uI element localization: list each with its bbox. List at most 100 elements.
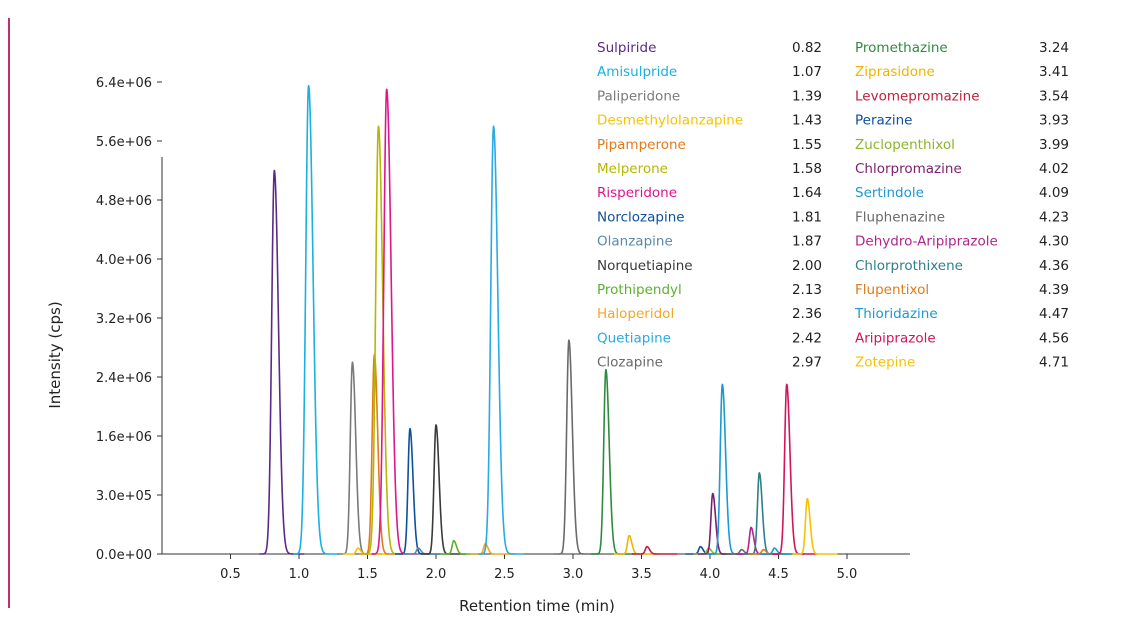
legend-name: Thioridazine — [854, 306, 938, 322]
peak-sertindole — [706, 383, 754, 555]
peak-olanzapine — [402, 547, 449, 555]
legend-retention-time: 1.58 — [792, 161, 822, 177]
peak-clozapine — [553, 339, 600, 555]
x-tick-label: 1.5 — [357, 567, 378, 582]
x-ticks-group: 0.5 1.0 1.5 2.0 2.5 3.0 3.5 4.0 4.5 5.0 — [220, 554, 857, 582]
peak-ziprasidone — [613, 534, 660, 555]
peak-aripiprazole — [771, 383, 818, 555]
legend-name: Risperidone — [597, 185, 677, 201]
legend-retention-time: 4.71 — [1039, 355, 1069, 371]
legend-name: Melperone — [597, 161, 668, 177]
legend-name: Ziprasidone — [855, 64, 935, 80]
legend-retention-time: 1.43 — [792, 113, 822, 129]
peak-norquetiapine — [420, 424, 467, 555]
legend-name: Levomepromazine — [855, 88, 980, 104]
x-tick-label: 3.5 — [631, 567, 652, 582]
x-tick-label: 2.0 — [426, 567, 447, 582]
legend-name: Chlorprothixene — [855, 258, 963, 274]
legend-retention-time: 3.54 — [1039, 88, 1069, 104]
legend-retention-time: 2.13 — [792, 282, 822, 298]
legend-retention-time: 1.81 — [792, 209, 822, 225]
legend-name: Amisulpride — [597, 64, 677, 80]
legend-retention-time: 1.39 — [792, 88, 822, 104]
legend-name: Sulpiride — [597, 40, 656, 56]
y-tick-label: 4.0e+06 — [96, 253, 152, 268]
legend-name: Zotepine — [855, 355, 915, 371]
legend-retention-time: 4.02 — [1039, 161, 1069, 177]
x-tick-label: 4.0 — [700, 567, 721, 582]
legend-name: Flupentixol — [855, 282, 929, 298]
legend-name: Aripiprazole — [855, 330, 936, 346]
legend-retention-time: 0.82 — [792, 40, 822, 56]
x-tick-label: 3.0 — [563, 567, 584, 582]
peak-haloperidol — [469, 542, 516, 555]
legend-retention-time: 2.42 — [792, 330, 822, 346]
legend-name: Norclozapine — [597, 209, 685, 225]
peak-risperidone — [371, 88, 418, 555]
legend-retention-time: 3.41 — [1039, 64, 1069, 80]
legend-name: Clozapine — [597, 355, 663, 371]
legend-name: Paliperidone — [597, 88, 680, 104]
legend-retention-time: 3.93 — [1039, 113, 1069, 129]
legend-retention-time: 2.97 — [792, 355, 822, 371]
legend-retention-time: 1.64 — [792, 185, 822, 201]
x-axis-label: Retention time (min) — [459, 597, 615, 615]
legend-name: Fluphenazine — [855, 209, 945, 225]
legend-name: Promethazine — [855, 40, 948, 56]
y-tick-label: 4.8e+06 — [96, 194, 152, 209]
legend: Sulpiride 0.82 Amisulpride 1.07 Paliperidone… — [597, 40, 1069, 371]
legend-retention-time: 1.07 — [792, 64, 822, 80]
y-tick-label: 2.4e+06 — [96, 371, 152, 386]
x-tick-label: 5.0 — [837, 567, 858, 582]
legend-retention-time: 3.24 — [1039, 40, 1069, 56]
legend-retention-time: 1.87 — [792, 234, 822, 250]
peak-desmethylolanzapine — [342, 547, 389, 555]
legend-name: Desmethylolanzapine — [597, 113, 743, 129]
peak-melperone — [362, 125, 409, 555]
x-tick-label: 0.5 — [220, 567, 241, 582]
peak-amisulpride — [292, 84, 339, 555]
y-ticks-group: 0.0e+00 3.0e+05 1.6e+06 2.4e+06 3.2e+06 4.0e+… — [96, 76, 162, 563]
legend-retention-time: 2.36 — [792, 306, 822, 322]
legend-name: Quetiapine — [597, 330, 671, 346]
x-tick-label: 4.5 — [768, 567, 789, 582]
y-tick-label: 6.4e+06 — [96, 76, 152, 91]
legend-retention-time: 2.00 — [792, 258, 822, 274]
legend-retention-time: 4.36 — [1039, 258, 1069, 274]
legend-name: Zuclopenthixol — [855, 137, 955, 153]
x-tick-label: 1.0 — [289, 567, 310, 582]
legend-name: Norquetiapine — [597, 258, 693, 274]
legend-name: Chlorpromazine — [855, 161, 962, 177]
legend-retention-time: 4.39 — [1039, 282, 1069, 298]
legend-retention-time: 1.55 — [792, 137, 822, 153]
peaks-group — [258, 84, 838, 555]
x-tick-label: 2.5 — [494, 567, 515, 582]
y-tick-label: 3.0e+05 — [96, 489, 152, 504]
peak-promethazine — [590, 368, 637, 555]
peak-chlorpromazine — [697, 492, 744, 555]
legend-retention-time: 4.30 — [1039, 234, 1069, 250]
peak-paliperidone — [336, 361, 383, 555]
legend-name: Prothipendyl — [597, 282, 682, 298]
y-axis-label: Intensity (cps) — [46, 301, 64, 408]
legend-name: Olanzapine — [597, 234, 673, 250]
y-tick-label: 5.6e+06 — [96, 135, 152, 150]
peak-zotepine — [791, 497, 838, 555]
y-tick-label: 3.2e+06 — [96, 312, 152, 327]
legend-retention-time: 3.99 — [1039, 137, 1069, 153]
legend-name: Perazine — [855, 113, 913, 129]
y-tick-label: 0.0e+00 — [96, 548, 152, 563]
legend-name: Dehydro-Aripiprazole — [855, 234, 998, 250]
peak-levomepromazine — [631, 545, 678, 555]
legend-retention-time: 4.23 — [1039, 209, 1069, 225]
legend-retention-time: 4.56 — [1039, 330, 1069, 346]
legend-name: Haloperidol — [597, 306, 674, 322]
peak-sulpiride — [258, 169, 305, 555]
left-border-rule — [8, 18, 10, 608]
y-tick-label: 1.6e+06 — [96, 430, 152, 445]
peak-quetiapine — [477, 125, 525, 555]
legend-name: Pipamperone — [597, 137, 686, 153]
legend-name: Sertindole — [855, 185, 924, 201]
